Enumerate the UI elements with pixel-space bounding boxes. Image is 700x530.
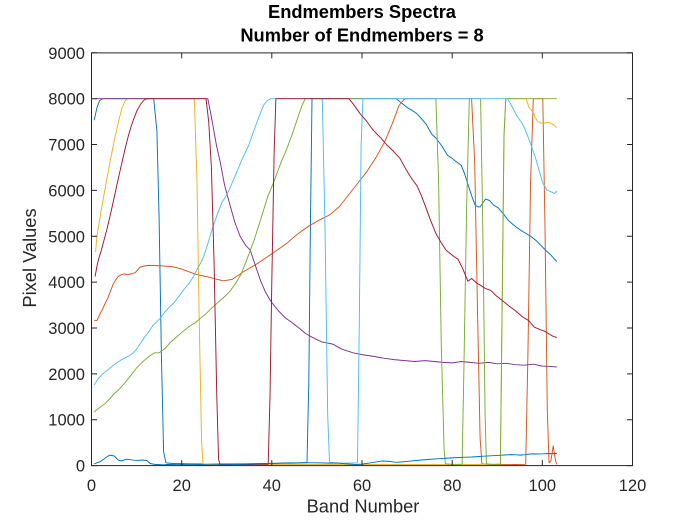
- svg-text:0: 0: [87, 477, 96, 495]
- svg-text:5000: 5000: [48, 228, 85, 246]
- svg-text:80: 80: [443, 477, 461, 495]
- svg-text:0: 0: [76, 458, 85, 476]
- svg-text:40: 40: [263, 477, 281, 495]
- svg-text:3000: 3000: [48, 320, 85, 338]
- svg-text:20: 20: [173, 477, 191, 495]
- svg-text:8000: 8000: [48, 91, 85, 109]
- svg-text:Number of Endmembers = 8: Number of Endmembers = 8: [240, 25, 483, 46]
- svg-text:120: 120: [619, 477, 647, 495]
- svg-text:7000: 7000: [48, 137, 85, 155]
- svg-text:1000: 1000: [48, 412, 85, 430]
- svg-text:100: 100: [529, 477, 557, 495]
- svg-text:2000: 2000: [48, 366, 85, 384]
- svg-text:9000: 9000: [48, 45, 85, 63]
- svg-text:Endmembers Spectra: Endmembers Spectra: [268, 1, 457, 22]
- svg-text:Band Number: Band Number: [307, 496, 420, 517]
- svg-text:60: 60: [353, 477, 371, 495]
- svg-text:6000: 6000: [48, 182, 85, 200]
- svg-text:4000: 4000: [48, 274, 85, 292]
- svg-text:Pixel Values: Pixel Values: [19, 208, 40, 307]
